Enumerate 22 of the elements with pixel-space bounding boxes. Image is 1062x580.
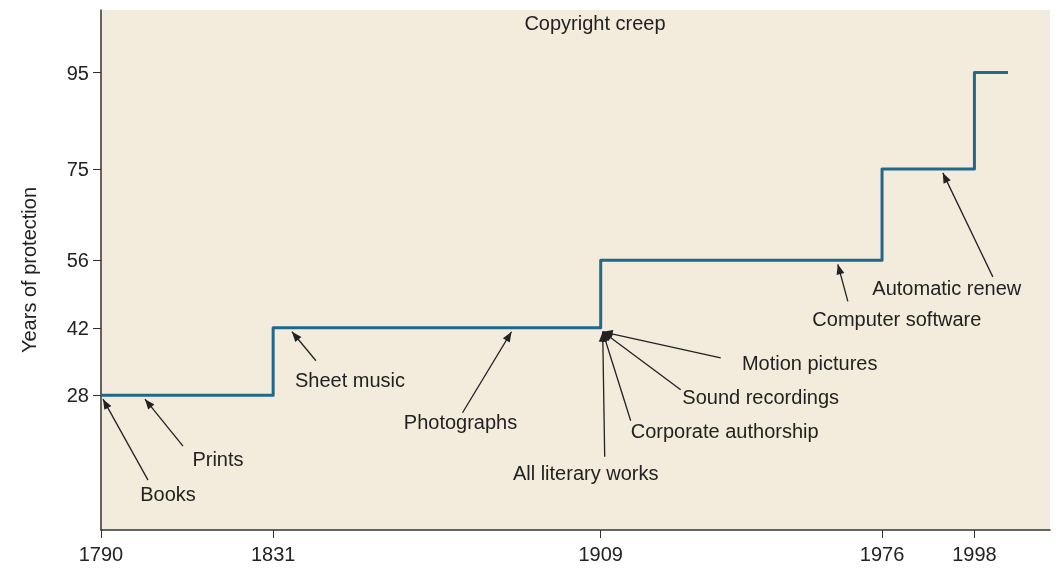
annotation: Books bbox=[140, 483, 196, 506]
y-tick-label: 56 bbox=[66, 249, 89, 272]
x-tick-label: 1790 bbox=[78, 543, 124, 565]
x-tick-label: 1976 bbox=[859, 543, 905, 565]
annotation: Computer software bbox=[812, 308, 982, 331]
annotation: Photographs bbox=[403, 410, 518, 433]
y-tick-label: 75 bbox=[66, 157, 89, 180]
y-axis-title: Years of protection bbox=[18, 186, 40, 354]
chart-title: Copyright creep bbox=[524, 12, 666, 34]
annotation: Sheet music bbox=[294, 368, 405, 391]
y-tick-label: 95 bbox=[66, 61, 89, 84]
annotation: Automatic renew bbox=[872, 276, 1022, 299]
x-tick-label: 1909 bbox=[578, 543, 623, 565]
annotation: All literary works bbox=[512, 461, 659, 484]
annotation: Sound recordings bbox=[682, 385, 840, 408]
y-tick-label: 28 bbox=[66, 384, 89, 407]
annotation: Prints bbox=[192, 448, 244, 471]
x-tick-label: 1998 bbox=[952, 543, 997, 565]
x-tick-label: 1831 bbox=[250, 543, 296, 565]
annotation: Motion pictures bbox=[741, 351, 878, 374]
y-tick-label: 42 bbox=[66, 316, 89, 339]
annotation: Corporate authorship bbox=[630, 419, 819, 442]
